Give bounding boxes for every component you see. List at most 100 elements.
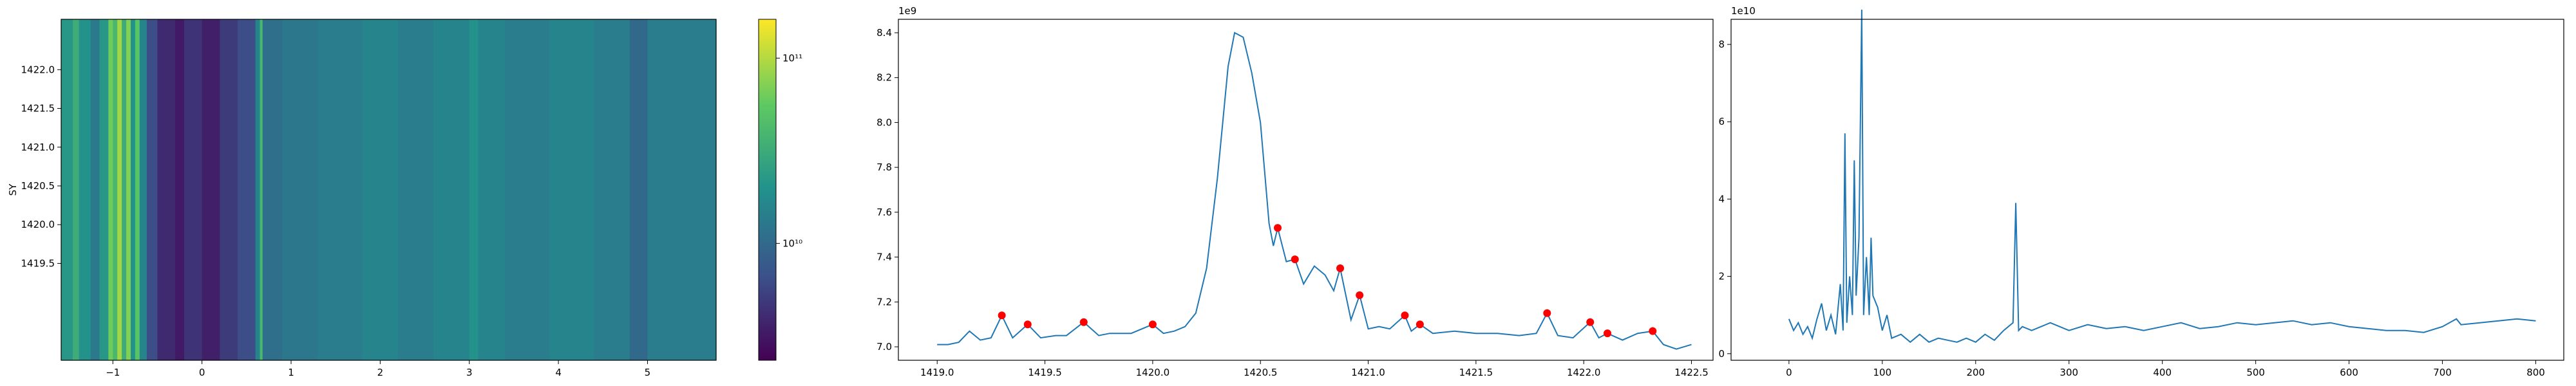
heatmap-cell [122,19,127,360]
heatmap-cell [398,19,434,360]
y-tick-label: 4 [1718,193,1725,205]
y-tick-label: 0 [1718,348,1725,360]
y-tick-label: 7.2 [876,296,892,308]
y-tick-label: 1420.5 [21,180,55,192]
line [1788,9,2536,344]
peak-marker [1291,255,1299,264]
peak-marker [1416,320,1424,329]
x-tick-label: 200 [1966,367,1985,378]
x-tick-label: 0 [1786,367,1792,378]
colorbar [758,19,777,361]
y-axis-label: SY [7,183,19,196]
x-tick-label: 5 [645,367,651,378]
x-tick-label: 0 [199,367,205,378]
x-tick-label: 1420.5 [1244,367,1278,378]
heatmap-cell [108,19,113,360]
colorbar-tick-label: 10¹⁰ [782,237,802,249]
x-tick-label: 1421.0 [1351,367,1385,378]
x-tick-label: 500 [2246,367,2265,378]
heatmap-cell [175,19,185,360]
offset-text: 1e9 [898,5,916,17]
x-tick-label: 1419.0 [920,367,954,378]
y-tick-label: 6 [1718,116,1725,127]
x-tick-label: 400 [2153,367,2172,378]
heatmap-cell [647,19,717,360]
heatmap-cell [157,19,176,360]
y-tick-label: 7.8 [876,161,892,173]
heatmap-cell [113,19,118,360]
heatmap-cell [117,19,122,360]
y-tick-label: 2 [1718,271,1725,282]
peak-marker [1649,327,1657,335]
y-tick-label: 7.6 [876,207,892,218]
offset-text: 1e10 [1731,5,1756,17]
heatmap-cell [317,19,363,360]
axes-frame [1730,19,2564,361]
heatmap-cell [255,19,261,360]
heatmap-cell [79,19,91,360]
x-tick-label: 1420.0 [1136,367,1170,378]
peak-marker [1336,264,1345,273]
x-tick-label: 2 [377,367,384,378]
heatmap-cell [61,19,73,360]
heatmap-cell [262,19,283,360]
heatmap-cell [126,19,131,360]
heatmap-cell [202,19,220,360]
heatmap-cell [469,19,479,360]
x-tick-label: 1422.5 [1674,367,1709,378]
y-tick-label: 8 [1718,39,1725,50]
heatmap-cell [260,19,263,360]
peak-marker [1401,311,1409,320]
peak-marker [1356,291,1364,299]
heatmap-cell [505,19,550,360]
heatmap-cell [220,19,238,360]
heatmap-cell [184,19,203,360]
peak-marker [1273,224,1282,232]
peak-marker [1543,309,1551,317]
heatmap-cell [135,19,140,360]
heatmap-cell [237,19,256,360]
x-tick-label: 800 [2526,367,2545,378]
heatmap-cell [99,19,109,360]
heatmap-cell [90,19,100,360]
axes-frame [898,19,1714,361]
heatmap-cell [433,19,470,360]
x-tick-label: 1419.5 [1028,367,1062,378]
y-tick-label: 1421.0 [21,142,55,153]
heatmap-cell [362,19,399,360]
peak-marker [1148,320,1157,329]
heatmap-cell [478,19,506,360]
peak-marker [1586,318,1595,326]
x-tick-label: 3 [466,367,473,378]
y-tick-label: 8.4 [876,27,892,39]
heatmap-cell [130,19,136,360]
x-tick-label: 4 [555,367,562,378]
x-tick-label: 600 [2340,367,2358,378]
peak-marker [998,311,1006,320]
heatmap-cell [139,19,147,360]
heatmap-cell [282,19,318,360]
y-tick-label: 1422.0 [21,64,55,75]
x-tick-label: 100 [1873,367,1892,378]
y-tick-label: 1419.5 [21,257,55,269]
x-tick-label: 1422.0 [1567,367,1601,378]
peak-marker [1079,318,1088,326]
y-tick-label: 8.2 [876,72,892,84]
x-tick-label: 700 [2433,367,2452,378]
peak-marker [1023,320,1032,329]
axes-frame [61,19,717,361]
heatmap-cell [146,19,158,360]
heatmap-cell [72,19,80,360]
y-tick-label: 8.0 [876,116,892,128]
heatmap-cell [594,19,630,360]
y-tick-label: 7.0 [876,341,892,353]
peak-marker [1604,329,1612,338]
y-tick-label: 7.4 [876,252,892,263]
x-tick-label: −1 [106,367,120,378]
line [937,32,1692,350]
x-tick-label: 300 [2060,367,2078,378]
y-tick-label: 1421.5 [21,103,55,115]
y-tick-label: 1420.0 [21,219,55,230]
colorbar-tick-label: 10¹¹ [782,52,802,64]
